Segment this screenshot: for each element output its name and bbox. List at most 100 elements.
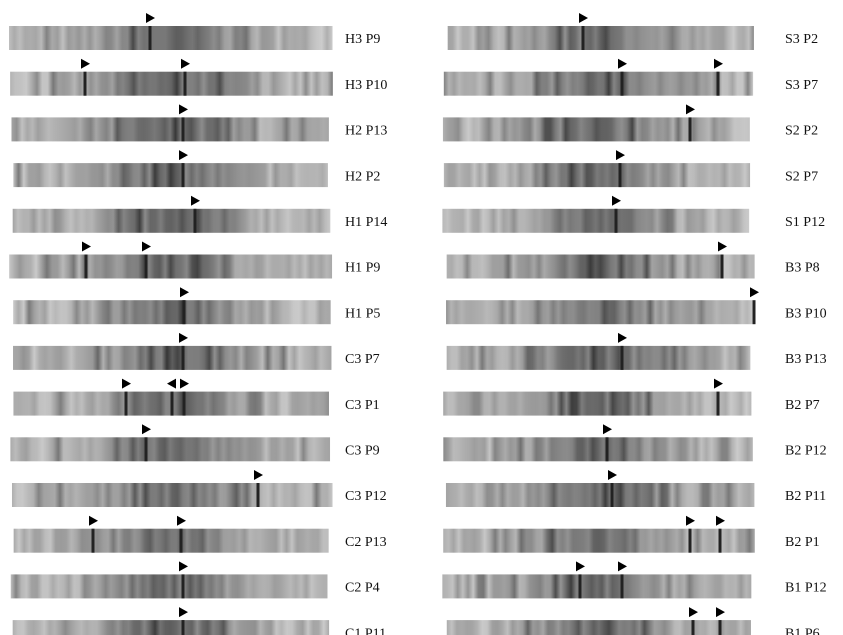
band-arrow — [179, 150, 188, 161]
lane-strip — [9, 26, 333, 50]
band-arrow — [618, 561, 627, 572]
lane-label: H3 P10 — [345, 78, 387, 93]
lane-label: S2 P7 — [785, 169, 818, 184]
band-highlight — [83, 71, 87, 96]
lane-label: B1 P12 — [785, 581, 827, 596]
lane-strip — [10, 71, 333, 96]
lane-label: H1 P5 — [345, 306, 380, 321]
lane-label: S1 P12 — [785, 215, 825, 230]
band-highlight — [688, 117, 692, 142]
band-highlight — [752, 300, 756, 325]
lane-label: B2 P7 — [785, 398, 820, 413]
band-arrow — [179, 607, 188, 618]
band-highlight — [182, 391, 186, 416]
band-highlight — [181, 117, 185, 142]
lane-strip — [12, 620, 330, 635]
band-arrow — [608, 470, 617, 480]
band-arrow — [750, 287, 759, 298]
lane-label: H2 P13 — [345, 124, 387, 139]
lane-strip — [446, 345, 751, 370]
band-highlight — [124, 391, 128, 416]
band-arrow — [579, 13, 588, 23]
band-highlight — [581, 26, 585, 50]
band-highlight — [691, 620, 695, 635]
band-arrow — [81, 58, 90, 69]
band-arrow — [142, 241, 151, 252]
lane-strip — [443, 163, 751, 188]
band-highlight — [610, 483, 614, 507]
lane-strip — [11, 483, 333, 507]
lane-label: B2 P12 — [785, 444, 827, 459]
band-arrow — [191, 195, 200, 206]
band-arrow — [177, 515, 186, 526]
lane-strip — [447, 26, 754, 50]
lane-strip — [10, 437, 331, 462]
band-highlight — [718, 528, 722, 553]
band-arrow — [142, 424, 151, 435]
lane-strip — [446, 620, 751, 635]
band-highlight — [605, 437, 609, 462]
lane-label: C3 P9 — [345, 444, 380, 459]
band-highlight — [620, 574, 624, 599]
band-highlight — [688, 528, 692, 553]
lane-label: B3 P8 — [785, 261, 820, 276]
band-arrow — [576, 561, 585, 572]
band-arrow — [603, 424, 612, 435]
band-highlight — [181, 620, 185, 635]
band-highlight — [614, 208, 618, 233]
band-arrow — [89, 515, 98, 526]
band-highlight — [144, 437, 148, 462]
lane-strip — [13, 163, 328, 188]
lane-strip — [443, 71, 754, 96]
lane-label: H2 P2 — [345, 169, 380, 184]
band-highlight — [181, 345, 185, 370]
band-arrow — [718, 241, 727, 252]
lane-strip — [446, 254, 755, 279]
lane-strip — [442, 117, 750, 142]
lane-strip — [13, 345, 332, 370]
band-highlight — [84, 254, 88, 279]
band-highlight — [181, 574, 185, 599]
band-arrow — [180, 287, 189, 298]
lane-label: B1 P6 — [785, 626, 820, 635]
band-arrow — [716, 515, 725, 526]
lane-strip — [11, 117, 329, 142]
band-highlight — [256, 483, 260, 507]
lane-label: S2 P2 — [785, 124, 818, 139]
lane-label: C3 P12 — [345, 489, 387, 504]
lane-strip — [9, 254, 333, 279]
lane-label: S3 P2 — [785, 32, 818, 47]
band-highlight — [578, 574, 582, 599]
band-highlight — [716, 71, 720, 96]
lane-label: C2 P13 — [345, 535, 387, 550]
band-highlight — [618, 163, 622, 188]
band-arrow — [714, 378, 723, 389]
band-arrow — [612, 195, 621, 206]
lane-strip — [10, 574, 328, 599]
lane-label: C3 P7 — [345, 352, 380, 367]
band-arrow — [167, 378, 176, 389]
lane-strip — [443, 437, 753, 462]
band-arrow — [82, 241, 91, 252]
lane-strip — [445, 483, 755, 507]
band-arrow — [686, 104, 695, 115]
lane-label: B2 P11 — [785, 489, 826, 504]
lane-strip — [442, 574, 752, 599]
lane-label: C2 P4 — [345, 581, 380, 596]
band-arrow — [122, 378, 131, 389]
band-highlight — [716, 391, 720, 416]
band-highlight — [182, 300, 186, 325]
band-arrow — [179, 332, 188, 343]
lane-label: H1 P14 — [345, 215, 387, 230]
band-highlight — [720, 254, 724, 279]
band-highlight — [148, 26, 152, 50]
band-arrow — [179, 104, 188, 115]
lane-strip — [446, 300, 753, 325]
lane-label: C3 P1 — [345, 398, 380, 413]
lane-strip — [442, 208, 750, 233]
band-highlight — [620, 71, 624, 96]
band-highlight — [193, 208, 197, 233]
band-arrow — [179, 561, 188, 572]
lane-label: C1 P11 — [345, 626, 386, 635]
